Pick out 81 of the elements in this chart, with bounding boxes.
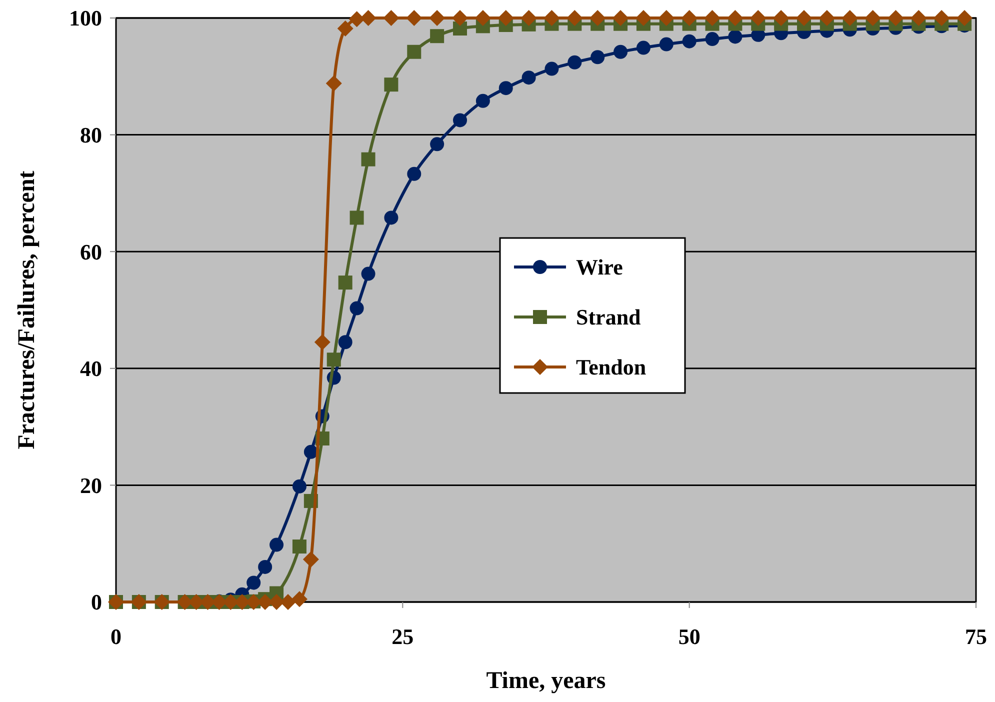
point	[270, 538, 284, 552]
point	[544, 62, 559, 76]
point	[568, 55, 582, 70]
point	[682, 34, 696, 48]
point	[430, 29, 444, 44]
point	[498, 81, 513, 96]
point	[520, 10, 537, 26]
legend-label: Tendon	[576, 354, 646, 380]
point	[934, 10, 950, 26]
point	[727, 10, 744, 26]
legend-label: Wire	[576, 254, 624, 280]
point	[818, 10, 835, 26]
point	[406, 10, 422, 26]
point	[304, 444, 318, 459]
point	[704, 10, 720, 26]
y-tick-label: 0	[91, 590, 102, 615]
point	[910, 10, 927, 26]
point	[383, 10, 400, 26]
point	[864, 10, 881, 26]
point	[498, 10, 514, 26]
point	[338, 335, 352, 350]
point	[314, 334, 330, 350]
point	[474, 10, 491, 26]
point	[302, 551, 319, 568]
point	[476, 94, 490, 108]
point	[429, 10, 446, 26]
point	[544, 10, 560, 26]
point	[280, 594, 296, 610]
point	[360, 10, 376, 26]
point	[407, 44, 422, 59]
point	[888, 10, 904, 26]
point	[590, 10, 606, 26]
y-axis-title: Fractures/Failures, percent	[14, 170, 40, 450]
point	[326, 75, 342, 92]
point	[350, 210, 364, 225]
point	[430, 137, 444, 152]
point	[728, 30, 742, 44]
point	[350, 301, 364, 316]
y-tick-label: 40	[80, 356, 102, 382]
point	[590, 50, 605, 64]
point	[292, 479, 306, 494]
point	[384, 78, 398, 92]
point	[292, 540, 306, 554]
point	[326, 352, 341, 367]
point	[681, 10, 698, 26]
point	[750, 10, 766, 26]
legend-label: Strand	[576, 304, 641, 330]
point	[612, 10, 629, 26]
point	[566, 10, 583, 26]
point	[522, 70, 536, 85]
y-tick-label: 20	[80, 472, 102, 498]
x-tick-label: 25	[392, 624, 414, 649]
x-tick-label: 0	[110, 624, 122, 649]
point	[361, 152, 376, 166]
point	[453, 113, 467, 128]
y-tick-label: 60	[80, 239, 102, 264]
x-tick-label: 50	[678, 624, 700, 649]
x-tick-label: 75	[965, 624, 987, 649]
y-tick-label: 100	[69, 6, 102, 31]
point	[452, 10, 468, 26]
point	[246, 576, 261, 590]
point	[796, 10, 812, 26]
point	[361, 266, 376, 281]
point	[258, 560, 272, 574]
point	[658, 10, 674, 26]
y-tick-label: 80	[80, 122, 102, 148]
point	[635, 10, 652, 26]
point	[773, 10, 790, 26]
point	[407, 166, 422, 181]
point	[384, 210, 398, 225]
point	[338, 276, 352, 290]
point	[842, 10, 858, 26]
point	[337, 20, 354, 37]
point	[705, 32, 720, 46]
point	[348, 11, 365, 28]
point	[636, 40, 650, 55]
x-axis-title: Time, years	[486, 668, 606, 694]
point	[614, 44, 628, 59]
point	[659, 37, 674, 52]
point	[956, 10, 973, 26]
point	[291, 591, 308, 608]
